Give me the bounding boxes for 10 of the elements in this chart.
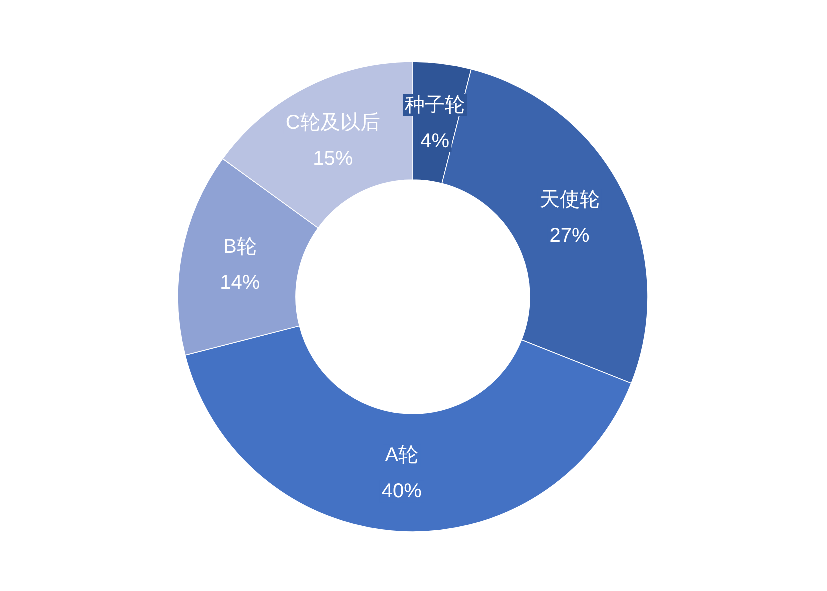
data-label: 15% — [313, 148, 354, 170]
data-label: 40% — [382, 480, 422, 503]
data-label: 27% — [550, 225, 590, 248]
data-label: 14% — [220, 272, 260, 294]
slice-label: A轮 — [385, 444, 419, 467]
slice-label: C轮及以后 — [286, 112, 380, 134]
slice-label: 天使轮 — [540, 189, 600, 212]
data-label: 4% — [420, 130, 450, 152]
slice-label: B轮 — [223, 236, 257, 258]
slice-label: 种子轮 — [405, 94, 466, 116]
